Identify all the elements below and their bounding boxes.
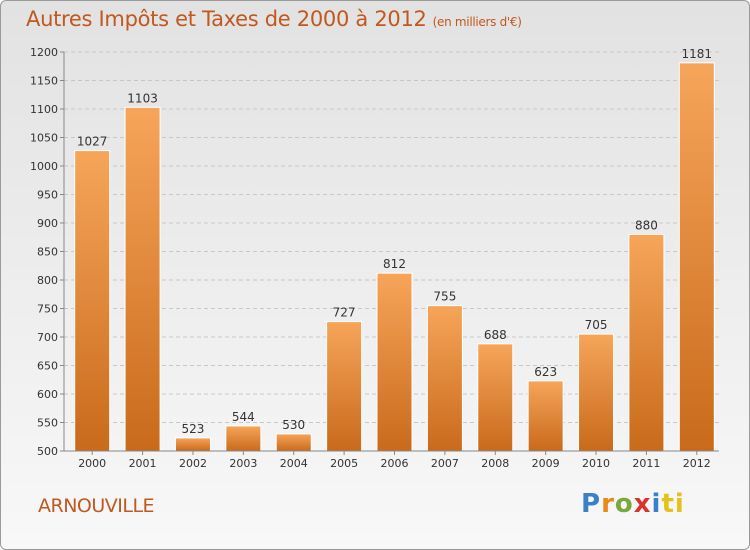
chart-title: Autres Impôts et Taxes de 2000 à 2012 (en…	[26, 7, 522, 31]
y-tick-label: 800	[37, 274, 58, 287]
data-label: 705	[585, 318, 608, 332]
y-tick-label: 1000	[30, 160, 58, 173]
x-tick-label: 2005	[330, 457, 358, 470]
data-label: 530	[282, 418, 305, 432]
logo-letter: x	[633, 489, 652, 519]
proxiti-logo: Proxiti	[581, 489, 685, 519]
y-tick-label: 750	[37, 303, 58, 316]
y-tick-label: 550	[37, 417, 58, 430]
chart-subtitle: (en milliers d'€)	[432, 15, 522, 29]
city-name: ARNOUVILLE	[38, 495, 155, 517]
x-tick-label: 2007	[431, 457, 459, 470]
data-label: 755	[433, 290, 456, 304]
x-tick-label: 2000	[78, 457, 106, 470]
bar-2003	[225, 425, 262, 452]
x-tick-label: 2010	[582, 457, 610, 470]
bar-2004	[275, 433, 312, 452]
y-tick-label: 650	[37, 360, 58, 373]
y-tick-label: 850	[37, 246, 58, 259]
bar-2012	[678, 62, 715, 452]
x-tick-label: 2004	[280, 457, 308, 470]
x-tick-label: 2003	[229, 457, 257, 470]
y-tick-label: 1200	[30, 46, 58, 59]
data-label: 727	[333, 306, 356, 320]
data-labels: 1027 1103 523 544 530 727 812 755 688 623 705 880 11…	[77, 47, 712, 436]
y-tick-label: 900	[37, 217, 58, 230]
logo-letter: ti	[661, 489, 685, 519]
y-tick-label: 1100	[30, 103, 58, 116]
bar-2011	[628, 233, 665, 452]
data-label: 544	[232, 410, 255, 424]
x-tick-label: 2008	[481, 457, 509, 470]
bar-2008	[477, 343, 514, 452]
logo-letter: r	[601, 489, 615, 519]
x-tick-label: 2011	[632, 457, 660, 470]
bar-2007	[426, 305, 463, 452]
data-label: 1103	[127, 91, 158, 105]
data-label: 1181	[682, 47, 713, 61]
bar-2005	[326, 321, 363, 452]
logo-letter: o	[614, 489, 634, 519]
data-label: 880	[635, 218, 658, 232]
x-tick-label: 2006	[381, 457, 409, 470]
y-tick-label: 950	[37, 189, 58, 202]
y-tick-label: 600	[37, 388, 58, 401]
bars	[74, 62, 715, 452]
x-tick-label: 2009	[532, 457, 560, 470]
bar-2006	[376, 272, 413, 452]
x-tick-label: 2001	[129, 457, 157, 470]
chart-title-text: Autres Impôts et Taxes de 2000 à 2012	[26, 7, 427, 31]
logo-letter: i	[651, 489, 662, 519]
bar-2010	[578, 333, 615, 452]
data-label: 688	[484, 328, 507, 342]
y-tick-label: 1150	[30, 75, 58, 88]
bar-2002	[174, 437, 211, 452]
x-tick-label: 2002	[179, 457, 207, 470]
data-label: 1027	[77, 135, 108, 149]
data-label: 812	[383, 257, 406, 271]
y-tick-label: 500	[37, 445, 58, 458]
bar-2001	[124, 106, 161, 452]
data-label: 623	[534, 365, 557, 379]
x-tick-label: 2012	[683, 457, 711, 470]
y-tick-label: 1050	[30, 132, 58, 145]
y-tick-label: 700	[37, 331, 58, 344]
data-label: 523	[182, 422, 205, 436]
logo-letter: P	[581, 489, 602, 519]
bar-2000	[74, 150, 111, 452]
bar-2009	[527, 380, 564, 452]
axes: 500 550 600 650 700 750 800 850 900 950 1000 1050 11…	[30, 46, 719, 470]
